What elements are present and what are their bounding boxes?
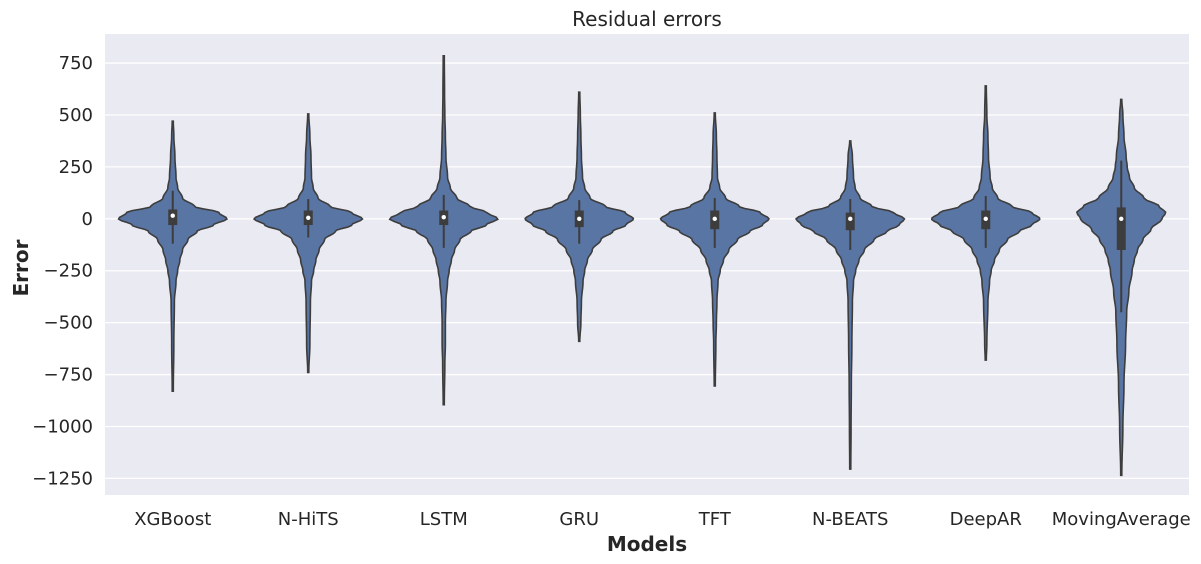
x-tick-labels: XGBoost N-HiTS LSTM GRU TFT N-BEATS DeepAR Movi…: [134, 509, 1191, 530]
x-axis-title: Models: [607, 532, 687, 556]
median-point: [712, 216, 717, 222]
median-point: [441, 214, 446, 220]
violin-tft: [659, 112, 770, 387]
y-tick-label: −500: [44, 313, 93, 334]
chart-title: Residual errors: [572, 7, 722, 31]
y-tick-label: 500: [59, 105, 93, 126]
y-axis-title: Error: [9, 239, 33, 296]
y-tick-label: −250: [44, 261, 93, 282]
x-tick-label: MovingAverage: [1052, 509, 1191, 530]
median-point: [577, 216, 582, 222]
violin-xgboost: [117, 120, 228, 392]
iqr-box: [845, 212, 855, 231]
y-tick-label: −1250: [32, 468, 93, 489]
x-tick-label: GRU: [559, 509, 599, 530]
x-tick-label: N-HiTS: [278, 509, 339, 530]
y-tick-label: 250: [59, 157, 93, 178]
iqr-box: [1116, 207, 1126, 250]
y-tick-label: −1000: [32, 416, 93, 437]
violins: [117, 55, 1167, 477]
median-point: [848, 216, 853, 222]
x-tick-label: DeepAR: [950, 509, 1022, 530]
x-tick-label: LSTM: [420, 509, 468, 530]
plot-background: [105, 34, 1189, 495]
x-tick-label: N-BEATS: [812, 509, 888, 530]
violin-n-hits: [252, 113, 364, 374]
x-tick-label: XGBoost: [134, 509, 211, 530]
y-tick-label: −750: [44, 365, 93, 386]
median-point: [306, 215, 311, 220]
median-point: [983, 216, 988, 222]
y-tick-labels: 750 500 250 0 −250 −500 −750 −1000 −1250: [32, 53, 93, 489]
median-point: [170, 213, 175, 218]
x-tick-label: TFT: [698, 509, 732, 530]
median-point: [1119, 216, 1124, 222]
violin-n-beats: [794, 140, 906, 470]
y-tick-label: 0: [82, 209, 93, 230]
y-tick-label: 750: [59, 53, 93, 74]
